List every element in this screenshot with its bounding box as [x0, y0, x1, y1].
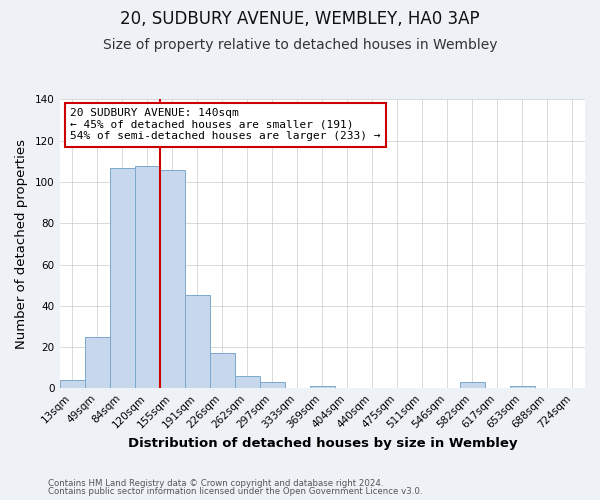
Text: Size of property relative to detached houses in Wembley: Size of property relative to detached ho…	[103, 38, 497, 52]
Y-axis label: Number of detached properties: Number of detached properties	[15, 139, 28, 349]
Bar	[160, 170, 185, 388]
Bar	[310, 386, 335, 388]
Bar	[59, 380, 85, 388]
Bar	[235, 376, 260, 388]
Text: Contains HM Land Registry data © Crown copyright and database right 2024.: Contains HM Land Registry data © Crown c…	[48, 478, 383, 488]
Bar	[260, 382, 285, 388]
X-axis label: Distribution of detached houses by size in Wembley: Distribution of detached houses by size …	[128, 437, 517, 450]
Text: Contains public sector information licensed under the Open Government Licence v3: Contains public sector information licen…	[48, 487, 422, 496]
Bar	[510, 386, 535, 388]
Bar	[85, 337, 110, 388]
Bar	[209, 354, 235, 388]
Bar	[110, 168, 134, 388]
Text: 20, SUDBURY AVENUE, WEMBLEY, HA0 3AP: 20, SUDBURY AVENUE, WEMBLEY, HA0 3AP	[120, 10, 480, 28]
Bar	[185, 296, 209, 388]
Bar	[460, 382, 485, 388]
Text: 20 SUDBURY AVENUE: 140sqm
← 45% of detached houses are smaller (191)
54% of semi: 20 SUDBURY AVENUE: 140sqm ← 45% of detac…	[70, 108, 380, 142]
Bar	[134, 166, 160, 388]
